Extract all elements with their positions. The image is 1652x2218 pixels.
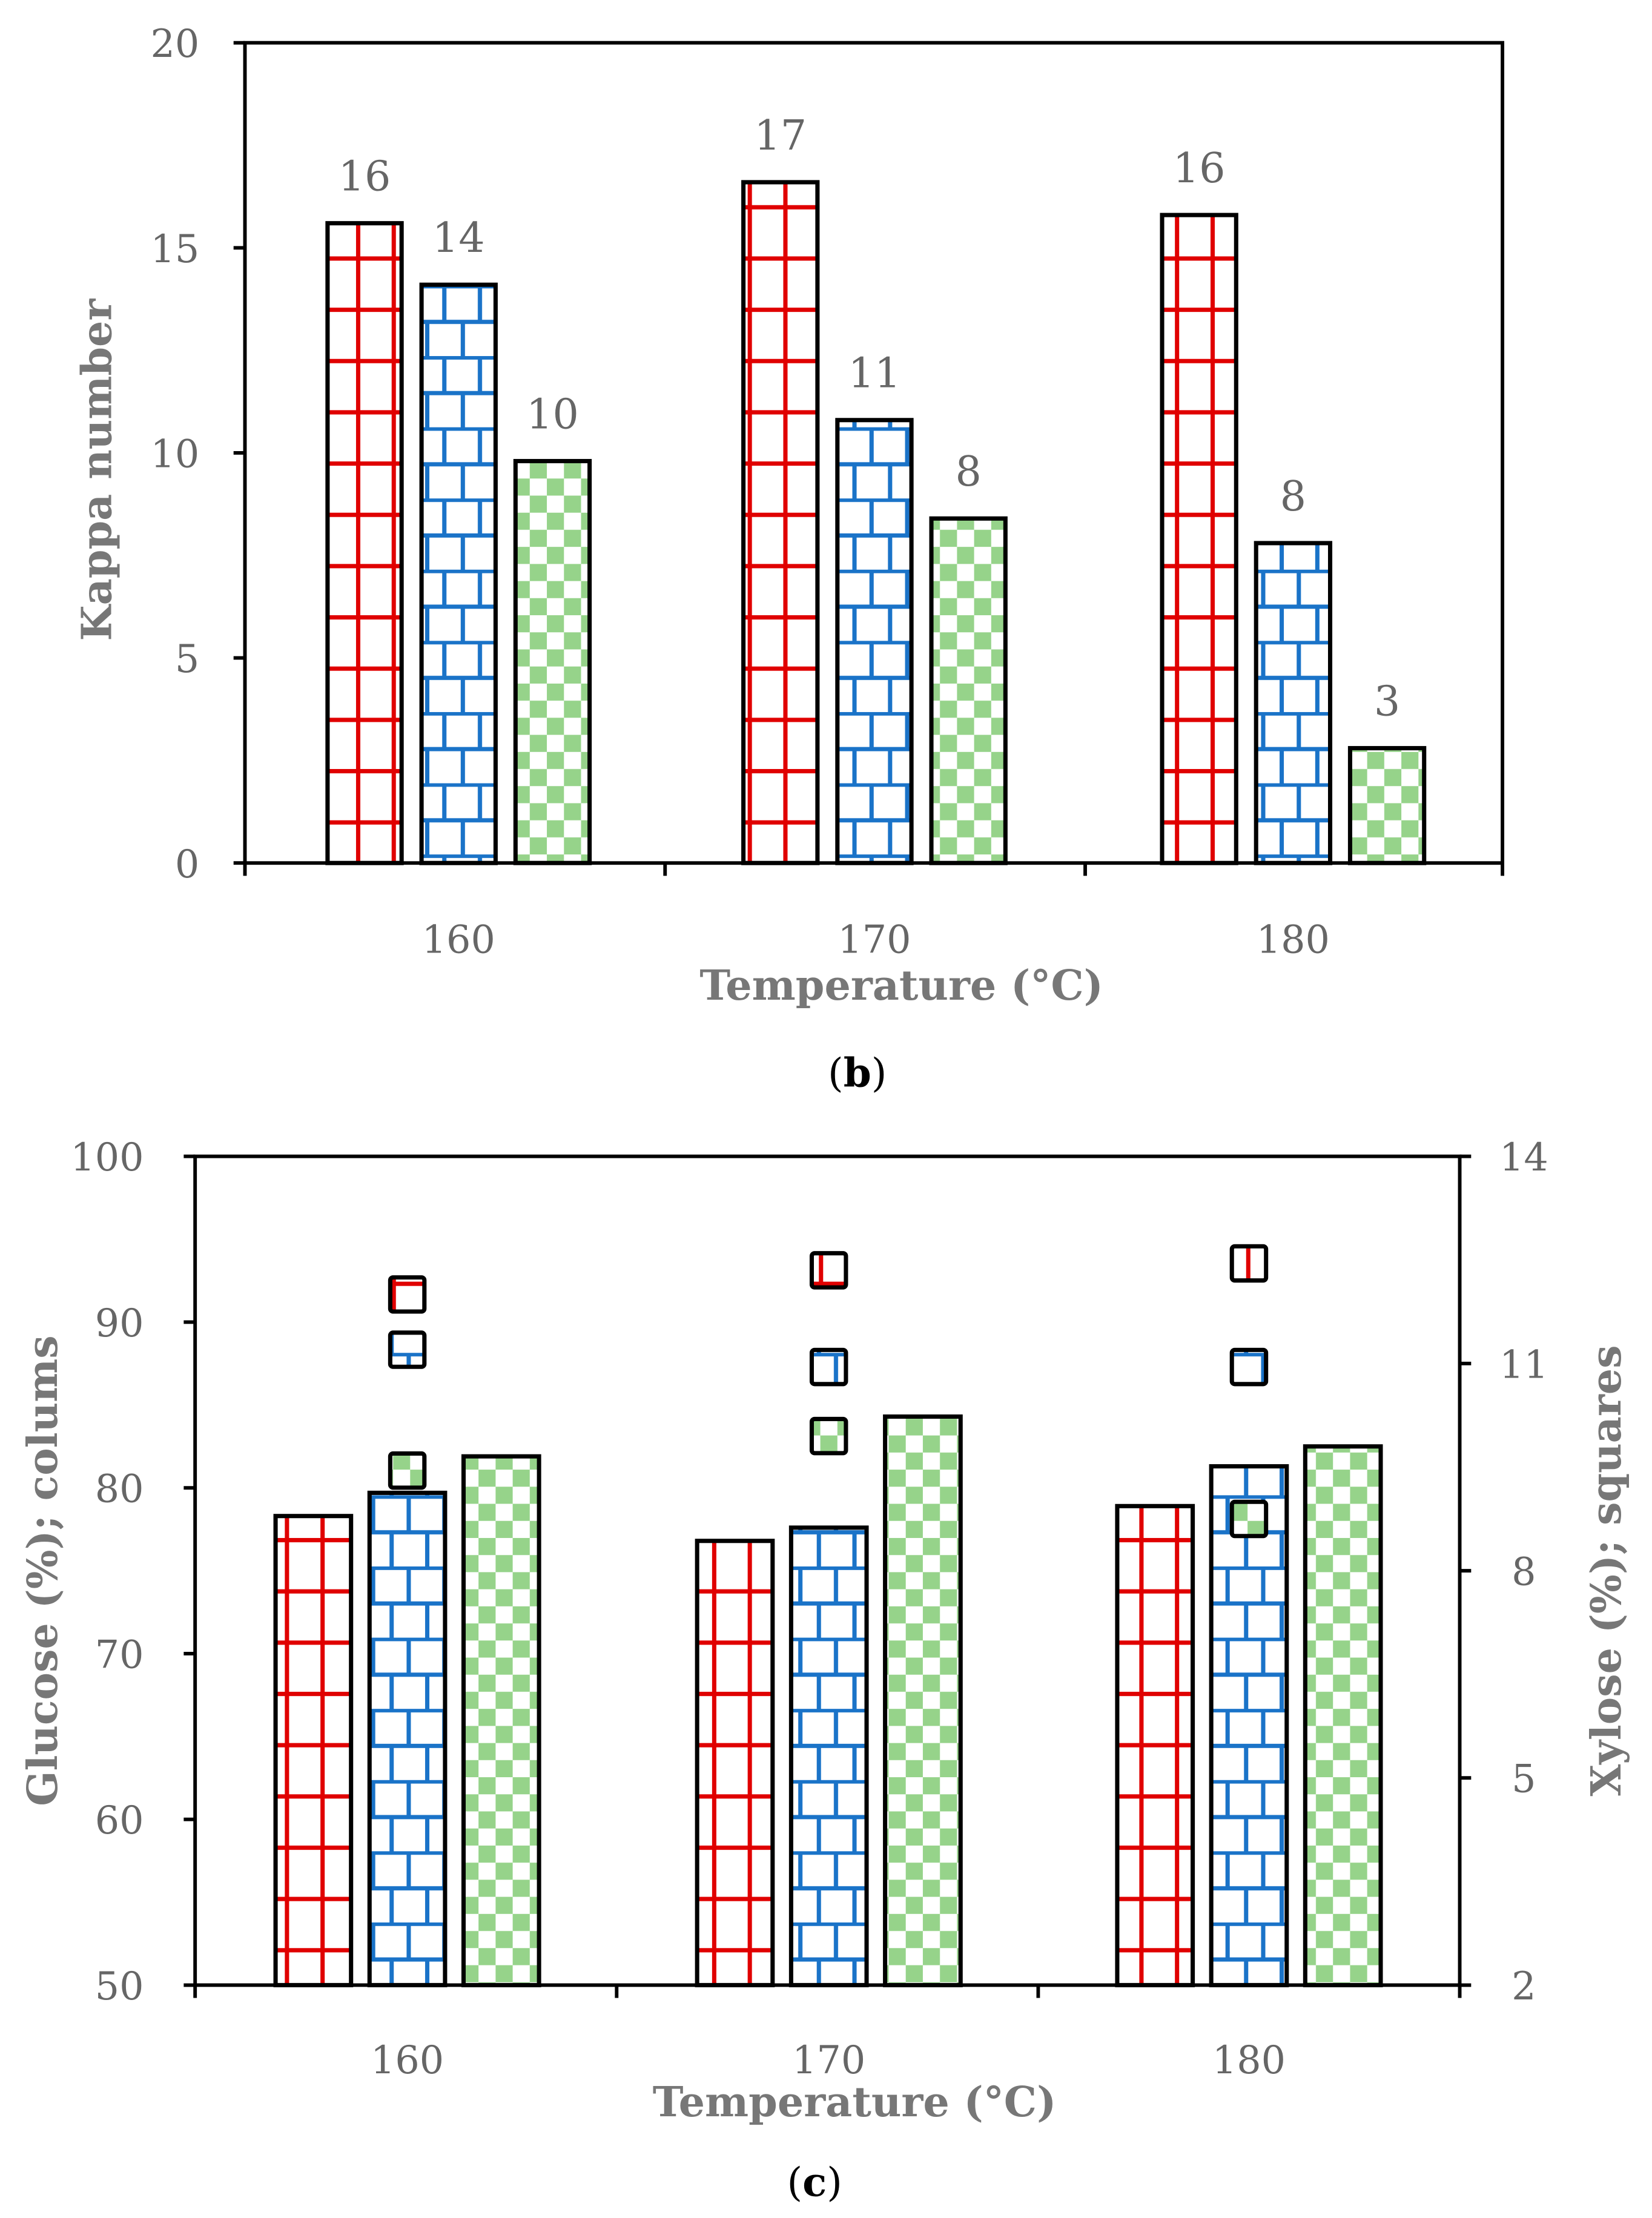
glucose-xylose-chart: 50 60 70 80 90 100 2 5 8 11 14 160 170 180 Temperature… xyxy=(19,1135,1631,2205)
x-tick-label: 160 xyxy=(371,2038,444,2082)
glucose-bar-series-2-160 xyxy=(367,1490,448,1987)
kappa-chart: 16 17 16 14 11 8 10 8 3 0 5 10 15 20 160 170 180 Temperat… xyxy=(73,21,1505,1096)
bar-series-3-170 xyxy=(929,516,1008,865)
y-tick-label: 70 xyxy=(95,1632,144,1677)
y2-tick-label: 2 xyxy=(1512,1964,1536,2008)
glucose-bar-series-3-180 xyxy=(1303,1444,1383,1987)
xylose-marker-series-1-170 xyxy=(809,1251,848,1290)
y-tick-label: 90 xyxy=(95,1301,144,1345)
data-label: 8 xyxy=(955,448,981,496)
data-label: 14 xyxy=(432,214,485,262)
x-tick-label: 170 xyxy=(838,917,911,962)
y-tick-label: 20 xyxy=(150,21,199,66)
data-label: 10 xyxy=(526,391,579,438)
bar-series-1-180 xyxy=(1160,213,1238,865)
x-tick-label: 170 xyxy=(792,2038,865,2082)
bar-series-2-170 xyxy=(835,418,914,865)
x-tick-label: 180 xyxy=(1212,2038,1286,2082)
y-tick-label: 5 xyxy=(175,636,199,681)
y-tick-label: 80 xyxy=(95,1467,144,1511)
bar-series-2-160 xyxy=(419,282,498,865)
bar-series-1-160 xyxy=(325,221,404,865)
xylose-marker-series-3-170 xyxy=(809,1416,848,1456)
data-label: 17 xyxy=(754,112,807,160)
glucose-bar-series-3-170 xyxy=(883,1414,963,1987)
xylose-marker-series-3-180 xyxy=(1229,1499,1269,1539)
y2-tick-label: 8 xyxy=(1512,1550,1536,1594)
glucose-bar-series-1-160 xyxy=(273,1514,354,1987)
y-tick-label: 10 xyxy=(150,431,199,476)
x-tick-label: 160 xyxy=(422,917,495,962)
data-label: 8 xyxy=(1280,473,1306,521)
y2-axis-title: Xylose (%); squares xyxy=(1582,1345,1631,1796)
xylose-marker-series-2-160 xyxy=(388,1330,427,1369)
bar-series-1-170 xyxy=(741,180,820,865)
figure-caption: (c) xyxy=(787,2158,842,2205)
glucose-bar-series-1-170 xyxy=(695,1539,775,1987)
y-tick-label: 0 xyxy=(175,842,199,886)
bar-series-3-160 xyxy=(513,458,592,865)
glucose-bar-series-2-170 xyxy=(788,1525,869,1987)
glucose-bar-series-3-160 xyxy=(461,1454,541,1987)
data-label: 3 xyxy=(1374,678,1400,726)
data-label: 16 xyxy=(339,153,391,201)
glucose-bar-series-2-180 xyxy=(1209,1464,1289,1987)
x-tick-label: 180 xyxy=(1257,917,1330,962)
y2-tick-label: 5 xyxy=(1512,1757,1536,1801)
y-tick-label: 60 xyxy=(95,1798,144,1843)
xylose-marker-series-2-180 xyxy=(1229,1347,1269,1387)
y-tick-label: 100 xyxy=(70,1135,144,1180)
y2-tick-label: 11 xyxy=(1499,1342,1548,1387)
xylose-marker-series-3-160 xyxy=(388,1451,427,1490)
bar-series-2-180 xyxy=(1254,541,1333,865)
y2-tick-label: 14 xyxy=(1499,1135,1548,1180)
data-label: 16 xyxy=(1173,145,1226,193)
xylose-marker-series-2-170 xyxy=(809,1347,848,1387)
x-axis-title: Temperature (°C) xyxy=(699,962,1103,1010)
y-tick-label: 15 xyxy=(150,226,199,271)
x-axis-title: Temperature (°C) xyxy=(653,2078,1057,2127)
data-label: 11 xyxy=(848,350,901,398)
y-axis-title: Kappa number xyxy=(73,299,121,641)
y-axis-title: Glucose (%); colums xyxy=(19,1335,67,1806)
xylose-marker-series-1-160 xyxy=(388,1275,427,1314)
bar-series-3-180 xyxy=(1347,746,1427,865)
figure-caption: (b) xyxy=(828,1049,887,1096)
y-tick-label: 50 xyxy=(95,1964,144,2008)
glucose-bar-series-1-180 xyxy=(1115,1503,1195,1987)
xylose-marker-series-1-180 xyxy=(1229,1244,1269,1283)
